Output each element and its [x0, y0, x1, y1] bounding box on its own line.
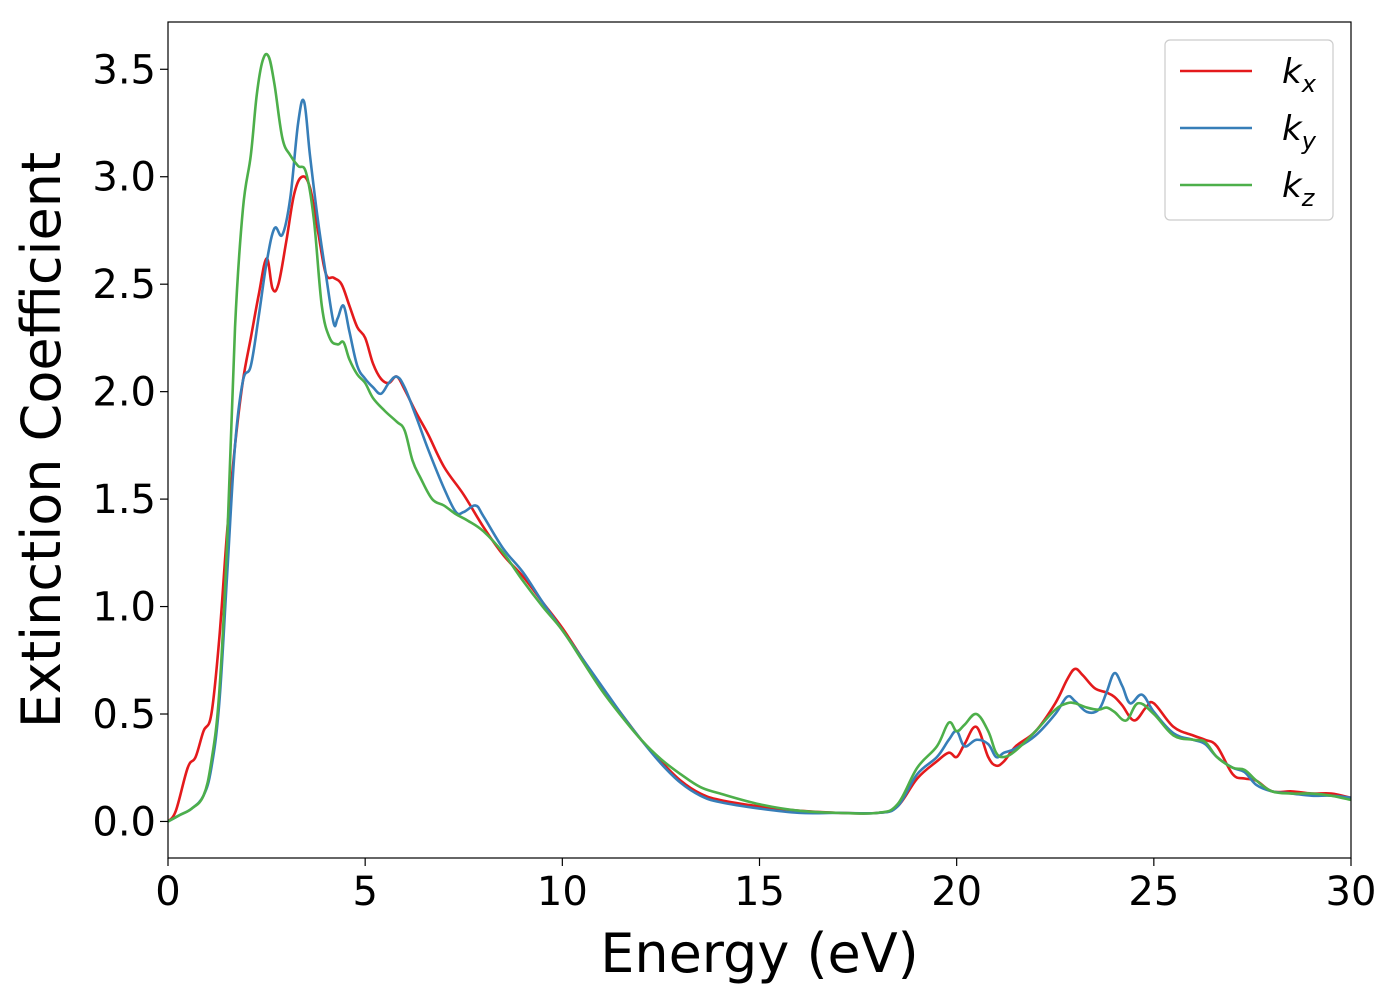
y-axis-title: Extinction Coefficient: [10, 152, 73, 728]
series-line-kz: [168, 52, 1351, 823]
x-axis-ticks: 0 5 10 15 20 25 30: [155, 858, 1376, 915]
y-tick-label: 0.5: [92, 692, 156, 738]
x-tick-label: 0: [155, 869, 180, 915]
y-tick-label: 2.5: [92, 262, 156, 308]
x-tick-label: 20: [931, 869, 982, 915]
x-tick-label: 5: [352, 869, 377, 915]
x-axis-title: Energy (eV): [600, 922, 919, 985]
series-layer: [168, 52, 1351, 823]
y-tick-label: 1.5: [92, 477, 156, 523]
x-tick-label: 15: [734, 869, 785, 915]
series-line-kx: [168, 175, 1351, 823]
y-axis-ticks: 0.0 0.5 1.0 1.5 2.0 2.5 3.0 3.5: [92, 47, 168, 845]
x-tick-label: 25: [1128, 869, 1179, 915]
x-tick-label: 30: [1326, 869, 1377, 915]
y-tick-label: 0.0: [92, 799, 156, 845]
x-tick-label: 10: [537, 869, 588, 915]
y-tick-label: 3.0: [92, 155, 156, 201]
y-tick-label: 3.5: [92, 47, 156, 93]
y-tick-label: 2.0: [92, 370, 156, 416]
y-tick-label: 1.0: [92, 585, 156, 631]
legend-box: [1164, 39, 1334, 221]
series-line-ky: [168, 98, 1351, 823]
